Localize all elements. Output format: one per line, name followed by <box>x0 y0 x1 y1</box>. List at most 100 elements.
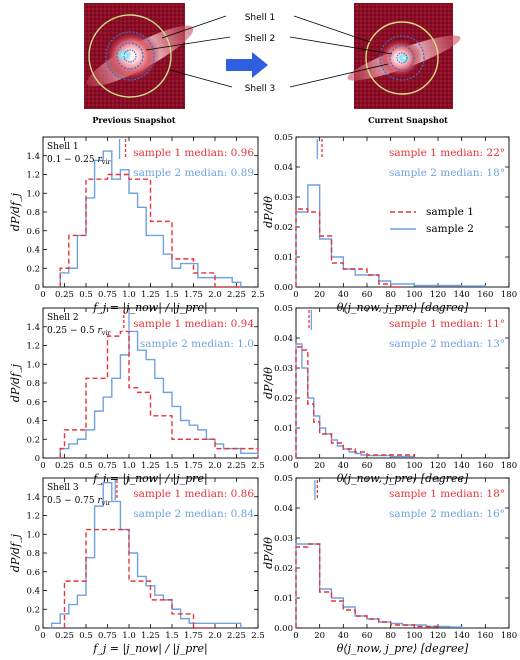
x-axis-label: f_j = |j_now| / |j_pre| <box>92 472 207 486</box>
y-tick-label: 0.03 <box>274 534 293 544</box>
x-tick-label: 0 <box>40 631 45 641</box>
y-tick-label: 0.00 <box>274 283 293 293</box>
y-tick-label: 1.2 <box>26 512 40 522</box>
x-tick-label: 20 <box>314 631 325 641</box>
shell-range-label: 0.25 − 0.5 rvir <box>47 326 112 337</box>
y-tick-label: 1.4 <box>26 152 40 162</box>
x-tick-label: 0.5 <box>79 631 93 641</box>
y-tick-label: 1.0 <box>26 530 40 540</box>
x-tick-label: 120 <box>430 461 446 471</box>
x-tick-label: 2.0 <box>208 631 222 641</box>
x-tick-label: 160 <box>477 631 493 641</box>
x-tick-label: 120 <box>430 631 446 641</box>
shell-1-label: Shell 1 <box>245 13 276 23</box>
panel-theta-2: 0 20 40 60 80 100 120 140 160 180 0.00 0.01 0.02 0.03… <box>262 304 517 485</box>
x-tick-label: 0 <box>293 631 298 641</box>
x-tick-label: 1.5 <box>165 631 179 641</box>
arrow-right-icon <box>226 52 268 78</box>
x-tick-label: 60 <box>362 290 373 300</box>
x-tick-label: 40 <box>338 290 349 300</box>
sample-1-histogram <box>295 208 403 288</box>
sample-2-histogram <box>295 184 487 287</box>
sample-1-median-text: sample 1 median: 0.96 <box>133 147 254 159</box>
y-tick-label: 0.02 <box>274 564 293 574</box>
panel-fj-3: 0 0.25 0.5 0.75 1.0 1.25 1.5 1.75 2.0 2.25 2.5 0 0.2… <box>9 477 265 656</box>
x-tick-label: 0 <box>40 290 45 300</box>
x-tick-label: 0.5 <box>79 290 93 300</box>
x-tick-label: 1.75 <box>184 290 203 300</box>
x-axis-label: θ⟨j_now, j_pre⟩ [degree] <box>337 642 469 655</box>
y-tick-label: 0.04 <box>274 163 293 173</box>
shell-label-lines <box>145 15 393 88</box>
x-tick-label: 0.75 <box>98 461 117 471</box>
x-tick-label: 1.0 <box>122 461 136 471</box>
axes-frame <box>295 477 510 629</box>
x-tick-label: 100 <box>406 461 422 471</box>
y-tick-label: 0.02 <box>274 394 293 404</box>
y-tick-label: 0.03 <box>274 193 293 203</box>
x-tick-label: 0.25 <box>55 461 74 471</box>
y-tick-label: 0.00 <box>274 624 293 634</box>
y-axis-label: dP/df_j <box>9 192 22 231</box>
sample-2-median-text: sample 2 median: 18° <box>389 167 505 179</box>
sample-1-histogram <box>295 346 416 458</box>
x-tick-label: 2.5 <box>251 290 265 300</box>
y-tick-label: 0.01 <box>274 253 293 263</box>
shell-name-label: Shell 3 <box>47 483 79 493</box>
x-tick-label: 2.0 <box>208 461 222 471</box>
sample-1-histogram <box>295 543 439 628</box>
x-tick-label: 140 <box>454 461 470 471</box>
sample-2-histogram <box>295 343 416 458</box>
x-axis-label: f_j = |j_now| / |j_pre| <box>92 642 207 656</box>
legend-sample-2-label: sample 2 <box>426 223 474 235</box>
y-tick-label: 0.4 <box>26 417 40 427</box>
y-tick-label: 0.2 <box>26 435 40 445</box>
shell-range-label: 0.1 − 0.25 rvir <box>47 155 112 166</box>
x-tick-label: 0 <box>40 461 45 471</box>
x-tick-label: 180 <box>501 290 517 300</box>
x-tick-label: 0.25 <box>55 290 74 300</box>
x-tick-label: 80 <box>385 290 396 300</box>
y-axis-label: dP/df_j <box>9 533 22 572</box>
y-tick-label: 1.2 <box>26 171 40 181</box>
x-tick-label: 180 <box>501 631 517 641</box>
y-tick-label: 0.04 <box>274 504 293 514</box>
y-tick-label: 0.2 <box>26 605 40 615</box>
panel-theta-1: 0 20 40 60 80 100 120 140 160 180 0.00 0.01 0.02 0.03… <box>262 133 517 314</box>
sample-1-histogram <box>59 330 259 458</box>
x-tick-label: 1.0 <box>122 290 136 300</box>
y-tick-label: 0.00 <box>274 454 293 464</box>
x-axis-label: θ⟨j_now, j_pre⟩ [degree] <box>337 301 469 314</box>
x-tick-label: 2.25 <box>227 631 246 641</box>
y-tick-label: 0.05 <box>274 304 293 314</box>
y-tick-label: 0.8 <box>26 208 40 218</box>
y-tick-label: 0.6 <box>26 398 40 408</box>
y-tick-label: 1.4 <box>26 323 40 333</box>
previous-snapshot-caption: Previous Snapshot <box>92 115 175 125</box>
panel-theta-3: 0 20 40 60 80 100 120 140 160 180 0.00 0.01 0.02 0.03… <box>262 474 517 655</box>
sample-2-median-text: sample 2 median: 1.0 <box>140 338 254 350</box>
y-tick-label: 0.8 <box>26 379 40 389</box>
x-tick-label: 80 <box>385 631 396 641</box>
histogram-panels: 0 0.25 0.5 0.75 1.0 1.25 1.5 1.75 2.0 2.25 2.5 0 0.2… <box>9 133 517 656</box>
legend-sample-1-label: sample 1 <box>426 206 474 218</box>
x-tick-label: 1.25 <box>141 461 160 471</box>
x-tick-label: 40 <box>338 631 349 641</box>
x-tick-label: 1.5 <box>165 290 179 300</box>
y-tick-label: 0.01 <box>274 594 293 604</box>
x-tick-label: 160 <box>477 461 493 471</box>
shell-name-label: Shell 2 <box>47 313 79 323</box>
x-tick-label: 2.25 <box>227 290 246 300</box>
sample-2-histogram <box>59 330 259 458</box>
sample-2-histogram <box>50 481 242 628</box>
x-tick-label: 1.25 <box>141 290 160 300</box>
panel-fj-2: 0 0.25 0.5 0.75 1.0 1.25 1.5 1.75 2.0 2.25 2.5 0 0.2… <box>9 307 265 486</box>
x-tick-label: 80 <box>385 461 396 471</box>
shell-3-label: Shell 3 <box>245 84 276 94</box>
sample-2-median-text: sample 2 median: 0.84 <box>133 508 254 520</box>
y-tick-label: 0.04 <box>274 334 293 344</box>
y-axis-label: dP/dθ <box>262 537 275 569</box>
sample-2-median-text: sample 2 median: 16° <box>389 508 505 520</box>
y-tick-label: 1.0 <box>26 360 40 370</box>
x-tick-label: 1.75 <box>184 461 203 471</box>
